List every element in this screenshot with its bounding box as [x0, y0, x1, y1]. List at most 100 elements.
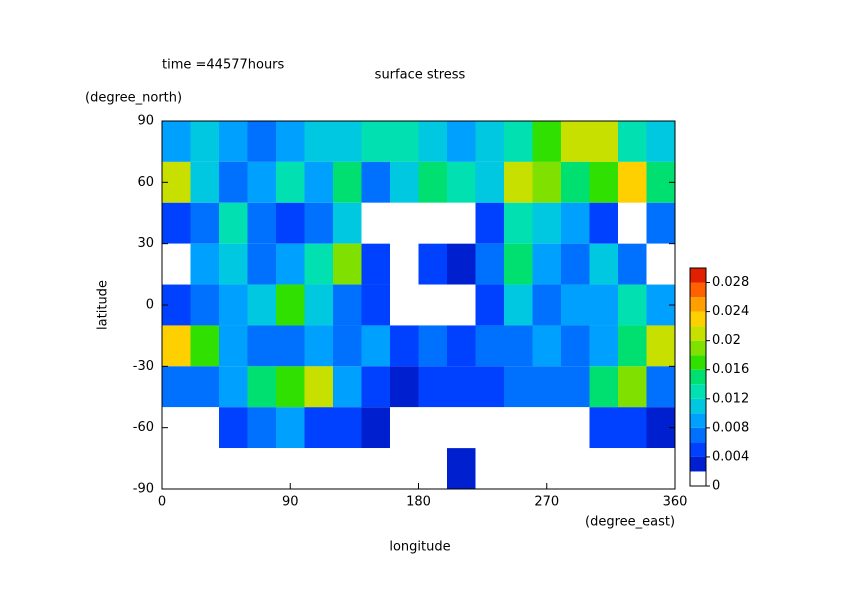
chart-title: surface stress	[375, 68, 466, 83]
cell	[247, 325, 276, 367]
field	[162, 121, 675, 489]
cell	[276, 366, 305, 408]
cell	[532, 121, 561, 162]
cell	[247, 448, 276, 489]
cell	[561, 121, 590, 162]
cell	[532, 202, 561, 244]
cell	[475, 161, 504, 203]
colorbar-segment	[690, 340, 706, 356]
y-units: (degree_north)	[85, 91, 182, 106]
cell	[247, 161, 276, 203]
cell	[390, 202, 419, 244]
cell	[504, 121, 533, 162]
colorbar-segment	[690, 442, 706, 457]
cell	[418, 121, 447, 162]
cell	[333, 284, 362, 326]
cell	[561, 366, 590, 408]
cell	[532, 366, 561, 408]
cell	[247, 407, 276, 449]
cell	[361, 161, 390, 203]
cell	[589, 407, 618, 449]
cell	[162, 366, 191, 408]
cell	[333, 243, 362, 285]
x-units: (degree_east)	[585, 515, 675, 530]
cell	[276, 202, 305, 244]
cell	[304, 407, 333, 449]
plot-frame	[161, 120, 676, 490]
cell	[504, 202, 533, 244]
cell	[361, 243, 390, 285]
cell	[361, 202, 390, 244]
cell	[504, 243, 533, 285]
cell	[190, 121, 219, 162]
cell	[589, 202, 618, 244]
cell	[333, 161, 362, 203]
cell	[589, 325, 618, 367]
cell	[618, 202, 647, 244]
cell	[219, 325, 248, 367]
cell	[276, 448, 305, 489]
cell	[333, 407, 362, 449]
colorbar-segment	[690, 369, 706, 385]
cell	[247, 243, 276, 285]
cell	[418, 284, 447, 326]
cell	[304, 202, 333, 244]
colorbar-segment	[690, 326, 706, 341]
cell	[390, 121, 419, 162]
cell	[390, 284, 419, 326]
cell	[504, 325, 533, 367]
cell	[418, 243, 447, 285]
cell	[333, 121, 362, 162]
colorbar-segment	[690, 268, 706, 283]
cell	[561, 284, 590, 326]
x-tick-label: 0	[158, 495, 166, 510]
cell	[247, 366, 276, 408]
cell	[475, 243, 504, 285]
cell	[475, 121, 504, 162]
y-tick-label: 30	[137, 236, 154, 251]
cell	[333, 366, 362, 408]
colorbar-segment	[690, 456, 706, 472]
colorbar-segment	[690, 311, 706, 327]
cell	[390, 243, 419, 285]
cell	[447, 407, 476, 449]
cell	[219, 161, 248, 203]
cell	[618, 284, 647, 326]
cell	[618, 121, 647, 162]
colorbar-segment	[690, 297, 706, 312]
cell	[532, 161, 561, 203]
y-axis-label: latitude	[96, 280, 111, 330]
cell	[618, 161, 647, 203]
cell	[333, 325, 362, 367]
cell	[475, 407, 504, 449]
cell	[447, 325, 476, 367]
cell	[418, 325, 447, 367]
cell	[418, 202, 447, 244]
colorbar-tick-label: 0.016	[712, 362, 749, 377]
colorbar-segment	[690, 413, 706, 428]
cell	[361, 366, 390, 408]
cell	[589, 243, 618, 285]
cell	[247, 121, 276, 162]
cell	[561, 448, 590, 489]
y-tick-label: 0	[146, 298, 154, 313]
colorbar-segment	[690, 471, 706, 486]
y-tick-label: -90	[133, 482, 154, 497]
cell	[190, 407, 219, 449]
cell	[219, 407, 248, 449]
cell	[304, 121, 333, 162]
cell	[504, 407, 533, 449]
cell	[276, 121, 305, 162]
y-tick-label: 90	[137, 114, 154, 129]
colorbar-segment	[690, 384, 706, 399]
cell	[162, 121, 191, 162]
cell	[190, 243, 219, 285]
cell	[219, 121, 248, 162]
colorbar-frame	[689, 267, 707, 487]
cell	[589, 161, 618, 203]
cell	[219, 243, 248, 285]
cell	[276, 161, 305, 203]
cell	[304, 284, 333, 326]
colorbar-segment	[690, 398, 706, 414]
